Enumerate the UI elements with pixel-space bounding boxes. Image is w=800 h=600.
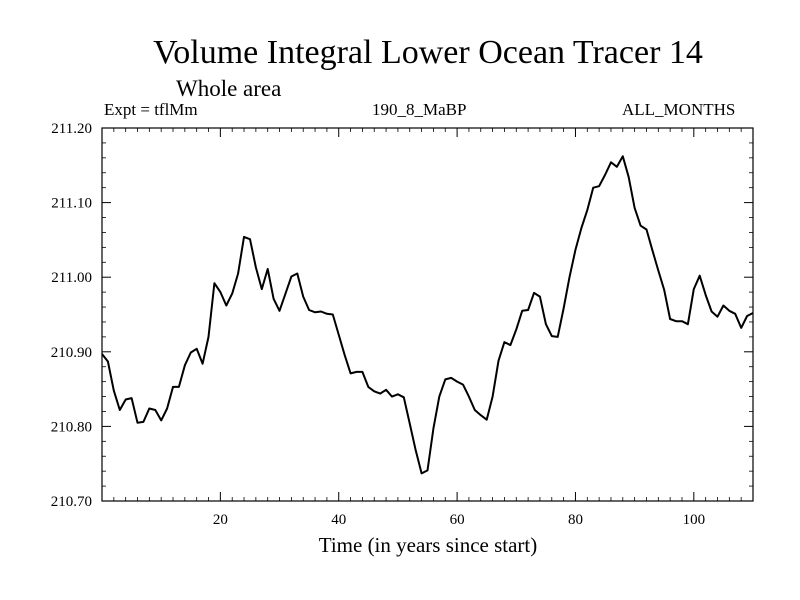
series-line xyxy=(101,155,754,475)
x-tick-label: 100 xyxy=(683,512,706,528)
experiment-label: Expt = tflMm xyxy=(104,100,198,119)
run-label: 190_8_MaBP xyxy=(372,100,467,119)
y-axis: 210.70 210.80 210.90 211.00 211.10 211.20 xyxy=(51,121,753,510)
x-tick-label: 80 xyxy=(568,512,583,528)
y-tick-label: 210.80 xyxy=(51,419,92,435)
y-tick-label: 211.20 xyxy=(51,121,92,137)
chart-subtitle: Whole area xyxy=(176,76,282,101)
plot-frame xyxy=(101,127,754,502)
chart-title: Volume Integral Lower Ocean Tracer 14 xyxy=(153,34,703,71)
series-group xyxy=(101,155,754,475)
x-axis: 20 40 60 80 100 xyxy=(113,128,742,528)
x-tick-label: 60 xyxy=(450,512,465,528)
x-tick-label: 20 xyxy=(213,512,228,528)
x-tick-label: 40 xyxy=(331,512,346,528)
y-tick-label: 211.10 xyxy=(51,196,92,212)
y-tick-label: 210.70 xyxy=(51,494,92,510)
x-axis-label: Time (in years since start) xyxy=(319,533,538,557)
months-label: ALL_MONTHS xyxy=(622,100,736,119)
y-tick-label: 210.90 xyxy=(51,345,92,361)
y-tick-label: 211.00 xyxy=(51,270,92,286)
